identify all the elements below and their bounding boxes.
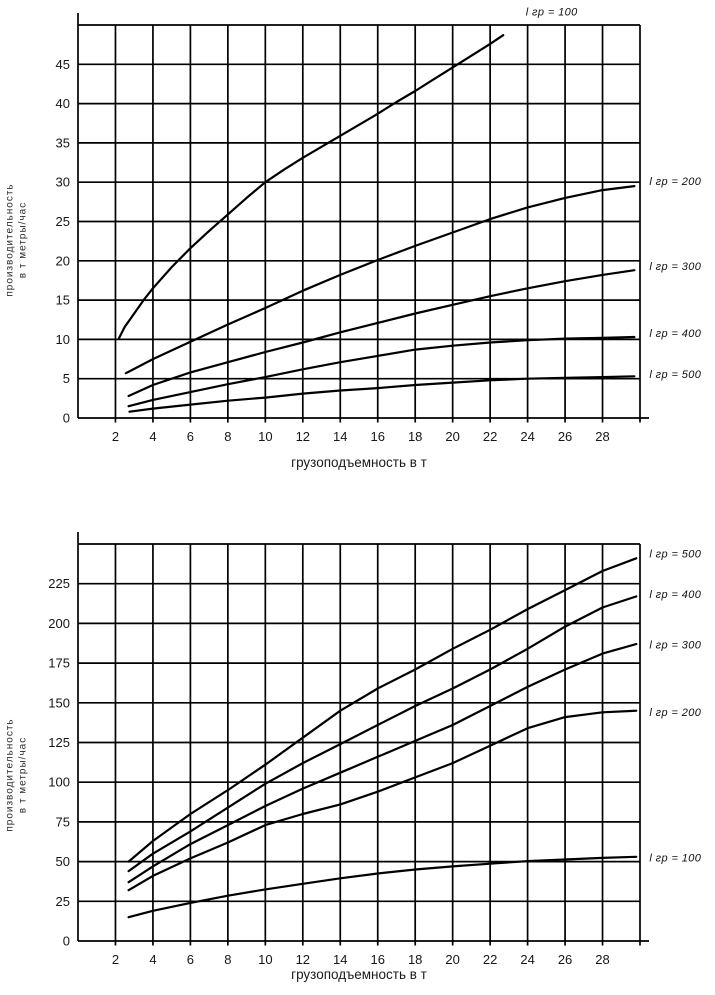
top-chart-y-tick-label: 10 <box>56 332 70 347</box>
bottom-chart-curve-l-gr-300 <box>127 642 638 884</box>
bottom-chart-y-tick-label: 100 <box>48 775 70 790</box>
bottom-chart-curve-label-l-gr-300: l гр = 300 <box>649 640 701 652</box>
top-chart-x-tick-label: 16 <box>370 429 384 444</box>
bottom-chart-curve-label-l-gr-500: l гр = 500 <box>649 548 701 560</box>
top-chart-y-tick-label: 0 <box>63 411 70 426</box>
top-chart-x-tick-label: 2 <box>112 429 119 444</box>
top-chart-curve-label-l-gr-300: l гр = 300 <box>649 261 701 273</box>
top-chart-x-tick-label: 22 <box>483 429 497 444</box>
top-chart-curve-l-gr-100 <box>118 34 505 339</box>
bottom-chart-x-tick-label: 24 <box>520 952 534 967</box>
bottom-chart-y-tick-label: 50 <box>56 854 70 869</box>
bottom-chart-x-tick-label: 22 <box>483 952 497 967</box>
top-chart-y-axis-title: производительность в т метры/час <box>5 183 30 296</box>
top-chart-x-tick-label: 24 <box>520 429 534 444</box>
bottom-chart-y-tick-label: 25 <box>56 894 70 909</box>
top-chart-curve-label-l-gr-100: l гр = 100 <box>526 6 578 18</box>
top-chart-y-tick-label: 45 <box>56 57 70 72</box>
top-chart-curve-l-gr-300 <box>127 269 636 398</box>
bottom-chart-x-tick-label: 6 <box>187 952 194 967</box>
bottom-chart-x-tick-label: 4 <box>149 952 156 967</box>
bottom-chart-x-tick-label: 14 <box>333 952 347 967</box>
bottom-chart-x-tick-label: 10 <box>258 952 272 967</box>
y-axis-title-line2: в т метры/час <box>17 201 28 279</box>
bottom-chart-y-tick-label: 125 <box>48 735 70 750</box>
top-chart-y-tick-label: 15 <box>56 293 70 308</box>
y-axis-title-line1: производительность <box>4 183 16 297</box>
bottom-chart-y-tick-label: 75 <box>56 814 70 829</box>
bottom-chart-curve-label-l-gr-200: l гр = 200 <box>649 707 701 719</box>
bottom-chart-curve-label-l-gr-100: l гр = 100 <box>649 852 701 864</box>
bottom-chart-x-axis-title: грузоподъемность в т <box>291 967 427 982</box>
top-chart-x-tick-label: 18 <box>408 429 422 444</box>
bottom-chart-y-tick-label: 0 <box>63 934 70 949</box>
bottom-chart-curve-label-l-gr-400: l гр = 400 <box>649 589 701 601</box>
top-chart-curve-label-l-gr-400: l гр = 400 <box>649 328 701 340</box>
bottom-chart-y-tick-label: 175 <box>48 656 70 671</box>
top-chart-curve-label-l-gr-500: l гр = 500 <box>649 369 701 381</box>
top-chart-x-tick-label: 4 <box>149 429 156 444</box>
top-chart-curve-l-gr-200 <box>124 185 636 375</box>
top-chart-x-tick-label: 8 <box>224 429 231 444</box>
bottom-chart-curve-l-gr-400 <box>127 595 638 873</box>
bottom-chart-y-axis-title: производительность в т метры/час <box>5 718 30 831</box>
bottom-chart-x-tick-label: 12 <box>296 952 310 967</box>
top-chart-x-tick-label: 28 <box>595 429 609 444</box>
bottom-chart-curve-l-gr-100 <box>127 855 638 919</box>
top-chart-curve-label-l-gr-200: l гр = 200 <box>649 176 701 188</box>
bottom-chart-y-tick-label: 200 <box>48 616 70 631</box>
bottom-chart-y-tick-label: 150 <box>48 695 70 710</box>
top-chart-y-tick-label: 25 <box>56 214 70 229</box>
bottom-chart-x-tick-label: 16 <box>370 952 384 967</box>
top-chart-y-tick-label: 40 <box>56 96 70 111</box>
bottom-chart-x-tick-label: 20 <box>445 952 459 967</box>
y-axis-title-line1: производительность <box>4 718 16 832</box>
bottom-chart-x-tick-label: 28 <box>595 952 609 967</box>
top-chart-x-tick-label: 6 <box>187 429 194 444</box>
bottom-chart-x-tick-label: 8 <box>224 952 231 967</box>
bottom-chart-x-tick-label: 26 <box>558 952 572 967</box>
bottom-chart-curve-l-gr-200 <box>127 709 638 892</box>
top-chart-y-tick-label: 20 <box>56 253 70 268</box>
top-chart-x-tick-label: 14 <box>333 429 347 444</box>
top-chart-x-tick-label: 12 <box>296 429 310 444</box>
top-chart-y-tick-label: 5 <box>63 371 70 386</box>
top-chart-curve-l-gr-500 <box>128 375 636 413</box>
bottom-chart-x-tick-label: 2 <box>112 952 119 967</box>
top-chart-x-tick-label: 10 <box>258 429 272 444</box>
top-chart-x-tick-label: 20 <box>445 429 459 444</box>
top-chart-curve-l-gr-400 <box>127 335 636 408</box>
top-chart-x-tick-label: 26 <box>558 429 572 444</box>
top-chart-y-tick-label: 30 <box>56 175 70 190</box>
bottom-chart-curve-l-gr-500 <box>127 557 638 863</box>
bottom-chart-x-tick-label: 18 <box>408 952 422 967</box>
y-axis-title-line2: в т метры/час <box>17 736 28 814</box>
top-chart-x-axis-title: грузоподъемность в т <box>291 455 427 470</box>
bottom-chart-y-tick-label: 225 <box>48 576 70 591</box>
top-chart-y-tick-label: 35 <box>56 135 70 150</box>
